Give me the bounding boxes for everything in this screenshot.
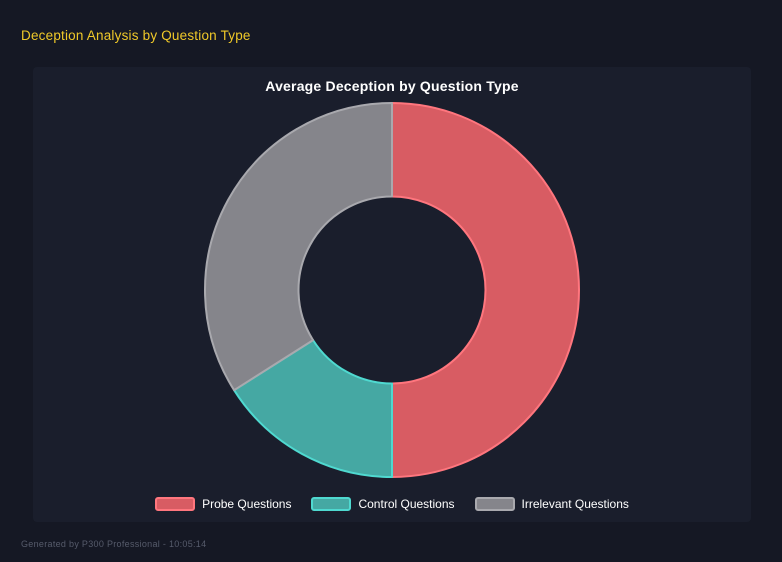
probe-swatch <box>155 497 196 511</box>
legend-item-control[interactable]: Control Questions <box>311 497 455 511</box>
legend-item-probe[interactable]: Probe Questions <box>155 497 291 511</box>
footer-note: Generated by P300 Professional - 10:05:1… <box>21 539 207 549</box>
legend-label-control: Control Questions <box>358 497 455 511</box>
donut-segment-0[interactable] <box>391 102 580 478</box>
legend-label-probe: Probe Questions <box>202 497 292 511</box>
donut-segment-1[interactable] <box>233 339 393 478</box>
page-title: Deception Analysis by Question Type <box>21 28 251 43</box>
legend-label-irrelevant: Irrelevant Questions <box>521 497 629 511</box>
chart-legend: Probe Questions Control Questions Irrele… <box>33 497 751 511</box>
irrelevant-swatch <box>474 497 515 511</box>
donut-chart <box>204 102 580 478</box>
chart-title: Average Deception by Question Type <box>265 78 519 94</box>
chart-panel: Average Deception by Question Type Probe… <box>33 67 751 522</box>
legend-item-irrelevant[interactable]: Irrelevant Questions <box>474 497 629 511</box>
control-swatch <box>311 497 352 511</box>
donut-segment-2[interactable] <box>204 102 393 392</box>
